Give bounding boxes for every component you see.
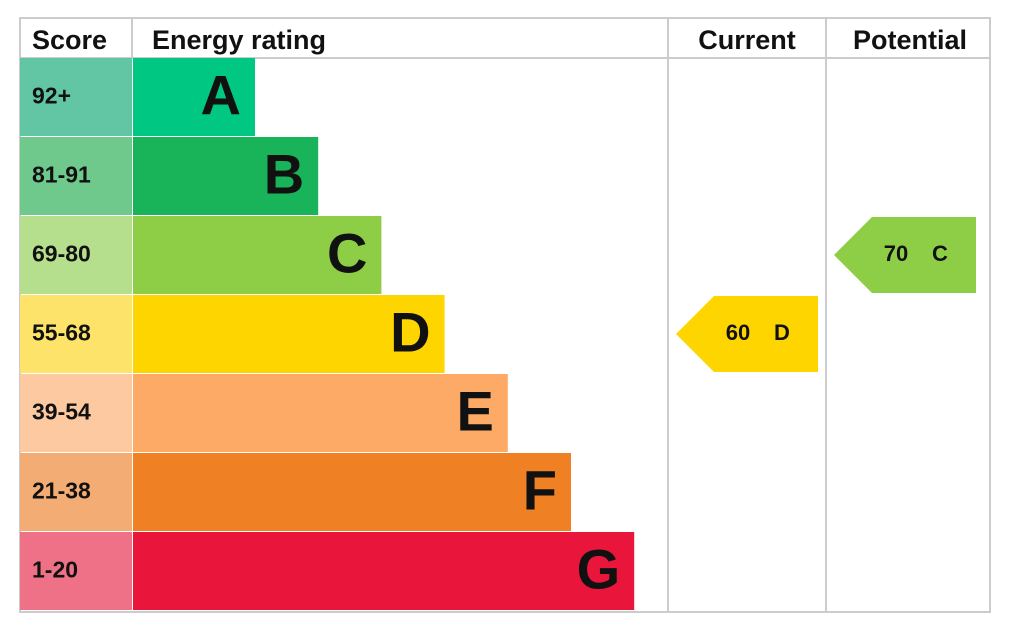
rating-bar bbox=[133, 58, 255, 136]
score-cell bbox=[20, 453, 132, 531]
rating-bar bbox=[133, 295, 445, 373]
score-cell bbox=[20, 374, 132, 452]
score-cell bbox=[20, 216, 132, 294]
score-cell bbox=[20, 295, 132, 373]
score-cell bbox=[20, 532, 132, 610]
rating-bar bbox=[133, 216, 382, 294]
rating-bar bbox=[133, 137, 319, 215]
potential-value: 70 bbox=[884, 241, 908, 266]
rating-letter: E bbox=[456, 379, 493, 442]
score-label: 55-68 bbox=[32, 320, 91, 346]
score-label: 39-54 bbox=[32, 399, 91, 425]
current-letter: D bbox=[774, 320, 790, 345]
rating-letter: D bbox=[390, 300, 430, 363]
header-potential: Potential bbox=[853, 25, 967, 55]
rating-bar bbox=[133, 453, 571, 531]
header-rating: Energy rating bbox=[152, 25, 326, 55]
header-current: Current bbox=[698, 25, 796, 55]
score-label: 81-91 bbox=[32, 162, 91, 188]
potential-letter: C bbox=[932, 241, 948, 266]
score-label: 92+ bbox=[32, 83, 71, 109]
score-cell bbox=[20, 137, 132, 215]
potential-arrow bbox=[834, 217, 976, 293]
header-score: Score bbox=[32, 25, 107, 55]
rating-bar bbox=[133, 532, 635, 610]
rating-letter: F bbox=[523, 458, 557, 521]
rating-letter: G bbox=[577, 537, 621, 600]
score-label: 21-38 bbox=[32, 478, 91, 504]
rating-letter: A bbox=[201, 63, 241, 126]
rating-bar bbox=[133, 374, 508, 452]
rating-letter: B bbox=[264, 142, 304, 205]
score-label: 69-80 bbox=[32, 241, 91, 267]
score-label: 1-20 bbox=[32, 557, 78, 583]
current-arrow bbox=[676, 296, 818, 372]
rating-letter: C bbox=[327, 221, 367, 284]
current-value: 60 bbox=[726, 320, 750, 345]
score-cell bbox=[20, 58, 132, 136]
